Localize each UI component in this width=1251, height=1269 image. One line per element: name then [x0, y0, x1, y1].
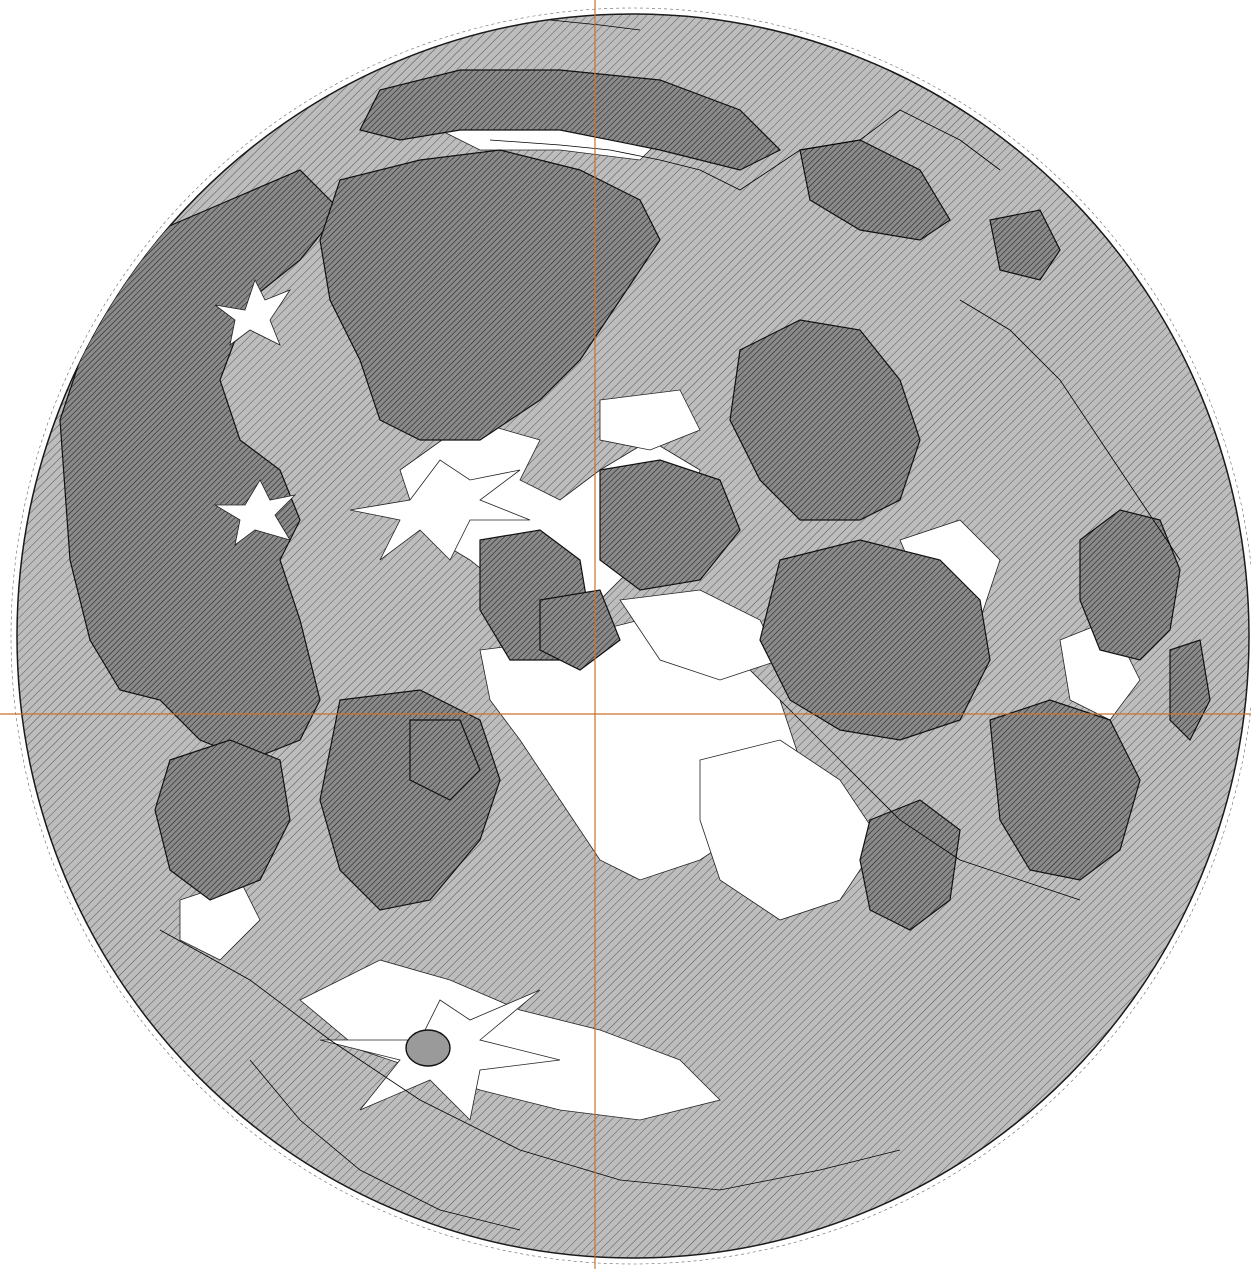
mare-tranquillitatis — [759, 539, 991, 741]
oceanus-procellarum — [59, 169, 341, 761]
mare-regions — [59, 69, 1211, 931]
ray-craters — [213, 278, 561, 1121]
mare-humboldtianum — [989, 209, 1061, 281]
mare-imbrium — [319, 149, 661, 441]
mare-vaporum — [599, 459, 741, 591]
outer-limb-dashed — [10, 7, 1251, 1265]
aristarchus-rays — [214, 278, 292, 346]
tycho-crater — [405, 1029, 451, 1067]
mare-serenitatis — [729, 319, 921, 521]
copernicus-rays — [349, 459, 531, 561]
survey-track-lines — [159, 19, 1181, 1231]
kepler-rays — [213, 479, 297, 546]
mare-crisium — [1079, 509, 1181, 661]
sinus-medii — [539, 589, 621, 671]
lacus-somniorum — [799, 139, 951, 241]
mare-cognitum — [409, 719, 481, 801]
mare-smythii — [1169, 639, 1211, 742]
mare-humorum — [154, 739, 291, 901]
mare-nectaris — [859, 799, 961, 931]
mare-fecunditatis — [989, 699, 1141, 881]
mare-frigoris — [359, 69, 782, 171]
